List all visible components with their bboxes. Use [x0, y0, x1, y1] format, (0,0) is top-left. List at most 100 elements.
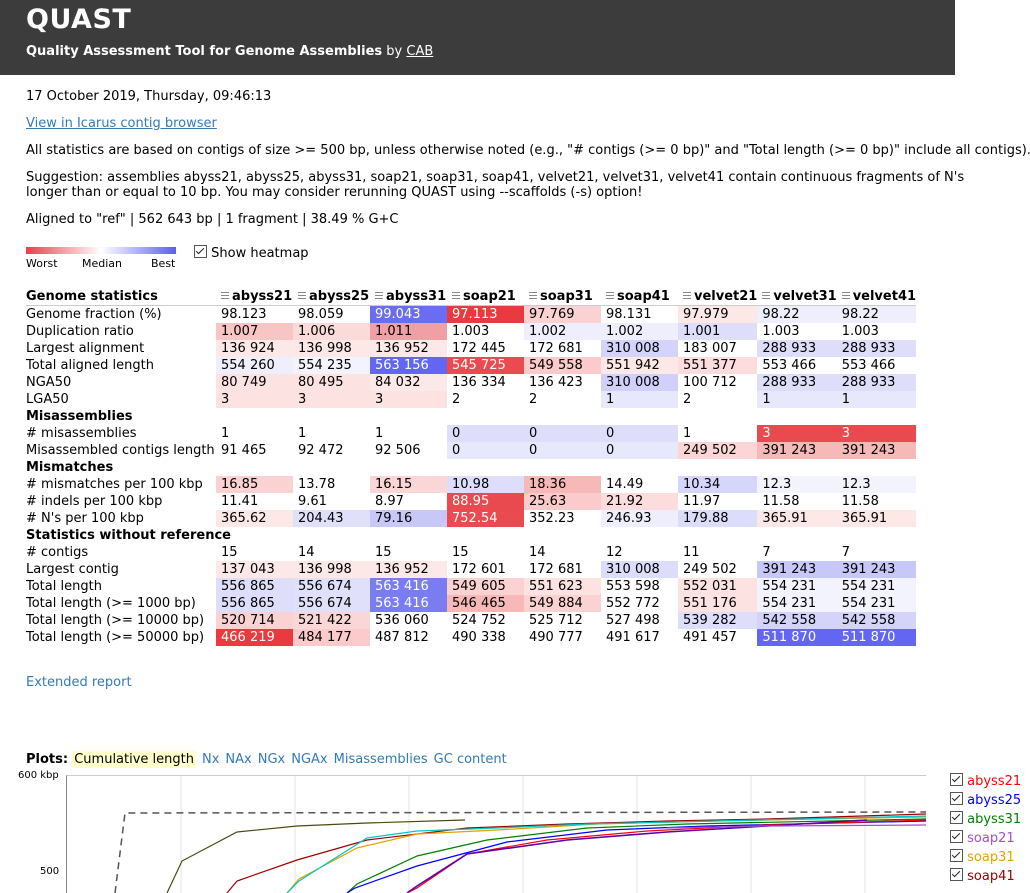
y-tick-500: 500	[40, 866, 60, 877]
column-header-soap31[interactable]: soap31	[524, 288, 601, 306]
table-cell: 9.61	[298, 494, 327, 509]
row-label: Largest alignment	[26, 341, 145, 356]
table-cell: 310 008	[601, 561, 678, 578]
drag-handle-icon[interactable]	[606, 292, 614, 301]
table-cell: 1.003	[762, 324, 800, 339]
show-heatmap-checkbox[interactable]	[194, 245, 207, 258]
table-cell: 554 235	[293, 357, 370, 374]
column-header-abyss31[interactable]: abyss31	[370, 288, 447, 306]
drag-handle-icon[interactable]	[683, 292, 691, 301]
table-cell: 179.88	[678, 510, 758, 527]
table-cell: 3	[293, 391, 370, 408]
table-cell: 554 231	[757, 595, 837, 612]
table-cell: 88.95	[447, 493, 524, 510]
plot-tab-misassemblies[interactable]: Misassemblies	[333, 752, 428, 767]
table-cell: 288 933	[757, 374, 837, 391]
legend-checkbox[interactable]	[950, 830, 963, 843]
row-label: Total length (>= 10000 bp)	[26, 613, 205, 628]
legend-item-abyss31[interactable]: abyss31	[950, 810, 1021, 829]
table-cell: 84 032	[370, 374, 447, 391]
table-cell: 288 933	[836, 374, 917, 391]
icarus-link[interactable]: View in Icarus contig browser	[26, 116, 217, 131]
table-cell: 7	[762, 545, 771, 560]
drag-handle-icon[interactable]	[529, 292, 537, 301]
drag-handle-icon[interactable]	[762, 292, 771, 301]
plot-tab-nax[interactable]: NAx	[225, 752, 252, 767]
table-cell: 391 243	[836, 561, 917, 578]
table-row: NGA50 80 749 80 495 84 032 136 334 136 423 310…	[26, 374, 917, 391]
table-cell: 1.002	[601, 323, 678, 340]
plot-tab-nx[interactable]: Nx	[202, 752, 220, 767]
table-cell: 553 466	[762, 358, 817, 373]
table-cell: 542 558	[836, 612, 917, 629]
plot-tab-ngax[interactable]: NGAx	[291, 752, 328, 767]
table-cell: 553 598	[606, 579, 660, 594]
extended-report-link[interactable]: Extended report	[26, 675, 132, 690]
table-cell: 288 933	[836, 340, 917, 357]
drag-handle-icon[interactable]	[375, 292, 383, 301]
table-cell: 563 416	[370, 595, 447, 612]
row-label: Misassembled contigs length	[26, 443, 215, 458]
show-heatmap-toggle[interactable]: Show heatmap	[194, 245, 309, 261]
table-row: Total length (>= 50000 bp) 466 219 484 177…	[26, 629, 917, 646]
row-label: Total length	[26, 579, 102, 594]
column-header-velvet21[interactable]: velvet21	[678, 288, 758, 306]
table-cell: 1	[221, 426, 230, 441]
column-header-velvet41[interactable]: velvet41	[836, 288, 917, 306]
legend-label: abyss31	[967, 812, 1022, 827]
legend-label: soap21	[967, 831, 1015, 846]
legend-item-abyss25[interactable]: abyss25	[950, 791, 1021, 810]
author-link[interactable]: CAB	[406, 44, 434, 59]
table-cell: 25.63	[524, 493, 601, 510]
table-cell: 554 231	[836, 578, 917, 595]
table-cell: 511 870	[836, 629, 917, 646]
plot-tab-gc-content[interactable]: GC content	[433, 752, 507, 767]
table-cell: 0	[601, 442, 678, 459]
drag-handle-icon[interactable]	[841, 292, 850, 301]
table-cell: 2	[529, 392, 538, 407]
row-label: # contigs	[26, 545, 89, 560]
table-cell: 1	[757, 391, 837, 408]
table-cell: 554 231	[757, 578, 837, 595]
table-cell: 551 623	[524, 578, 601, 595]
table-cell: 1	[683, 426, 692, 441]
table-cell: 365.91	[757, 510, 837, 527]
plot-tab-ngx[interactable]: NGx	[257, 752, 286, 767]
table-cell: 12.3	[757, 476, 837, 493]
legend-best: Best	[151, 257, 176, 270]
table-cell: 551 176	[678, 595, 758, 612]
legend-item-soap31[interactable]: soap31	[950, 848, 1021, 867]
table-cell: 391 243	[757, 561, 837, 578]
column-header-soap21[interactable]: soap21	[447, 288, 524, 306]
series-abyss31	[346, 818, 926, 893]
legend-item-soap41[interactable]: soap41	[950, 867, 1021, 886]
legend-checkbox[interactable]	[950, 792, 963, 805]
legend-checkbox[interactable]	[950, 868, 963, 881]
table-cell: 0	[447, 442, 524, 459]
table-row: Largest contig 137 043 136 998 136 952 172 6…	[26, 561, 917, 578]
row-label: Duplication ratio	[26, 324, 134, 339]
plot-tab-cumulative-length[interactable]: Cumulative length	[72, 751, 196, 768]
table-cell: 511 870	[757, 629, 837, 646]
legend-item-soap21[interactable]: soap21	[950, 829, 1021, 848]
table-cell: 491 617	[606, 630, 660, 645]
legend-checkbox[interactable]	[950, 811, 963, 824]
table-row: # misassemblies 1 1 1 0 0 0 1 3 3	[26, 425, 917, 442]
section-header-row: Statistics without reference	[26, 527, 916, 544]
table-cell: 172 445	[452, 341, 506, 356]
legend-checkbox[interactable]	[950, 849, 963, 862]
column-header-abyss21[interactable]: abyss21	[216, 288, 293, 306]
table-cell: 172 681	[529, 341, 583, 356]
column-header-soap41[interactable]: soap41	[601, 288, 678, 306]
drag-handle-icon[interactable]	[221, 292, 229, 301]
table-cell: 11	[683, 545, 700, 560]
table-cell: 527 498	[606, 613, 660, 628]
legend-checkbox[interactable]	[950, 773, 963, 786]
column-header-velvet31[interactable]: velvet31	[757, 288, 837, 306]
legend-item-abyss21[interactable]: abyss21	[950, 772, 1021, 791]
drag-handle-icon[interactable]	[298, 292, 306, 301]
row-label: Total length (>= 50000 bp)	[26, 630, 205, 645]
table-cell: 1.001	[678, 323, 758, 340]
drag-handle-icon[interactable]	[452, 292, 460, 301]
column-header-abyss25[interactable]: abyss25	[293, 288, 370, 306]
